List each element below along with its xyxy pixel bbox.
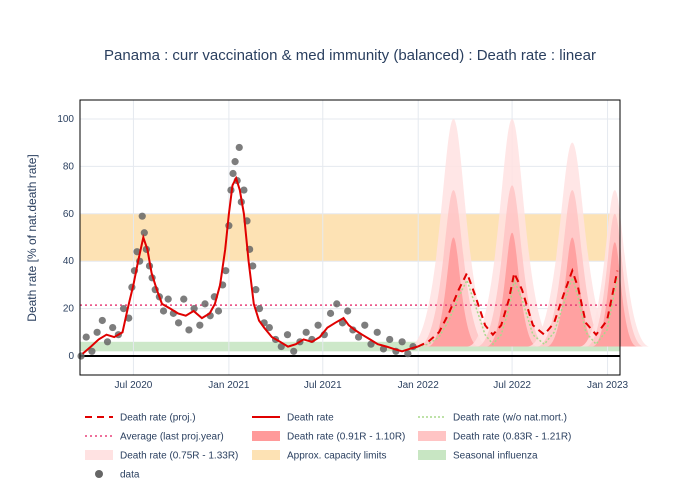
data-point [231, 158, 239, 166]
data-point [367, 340, 375, 348]
legend-item: Death rate (0.91R - 1.10R) [252, 431, 405, 443]
data-point [386, 335, 394, 344]
y-tick-label: 40 [63, 256, 75, 267]
legend-label: Death rate [287, 413, 334, 424]
data-point [249, 262, 257, 270]
band-inner [486, 232, 538, 347]
series-wo-natmort [417, 275, 619, 348]
data-point [361, 321, 369, 329]
legend-item: data [95, 470, 140, 481]
data-point [138, 212, 146, 220]
data-point [302, 328, 310, 336]
plot-area: 0 20 40 60 80 100 Jul 2020 Jan 2021 Jul 2021 Jan … [57, 99, 651, 391]
legend-label: Death rate (w/o nat.mort.) [453, 413, 567, 424]
data-point [265, 323, 273, 332]
x-tick-label: Jul 2022 [493, 380, 531, 391]
data-point [164, 295, 172, 303]
data-point [119, 305, 128, 313]
data-point [326, 309, 335, 317]
y-tick-label: 80 [63, 161, 75, 172]
data-point [190, 305, 198, 313]
x-tick-label: Jan 2021 [208, 380, 250, 391]
legend-item: Death rate (0.75R - 1.33R) [85, 450, 238, 462]
data-point [283, 331, 292, 339]
data-point [333, 300, 341, 308]
data-point [185, 326, 193, 334]
series-death-rate [81, 175, 418, 355]
data-point [404, 350, 412, 358]
legend-item: Death rate [252, 413, 334, 424]
legend-label: Death rate (proj.) [120, 413, 196, 424]
influenza-band [80, 341, 620, 352]
data-point [140, 229, 148, 237]
legend-label: Approx. capacity limits [287, 451, 386, 462]
band-inner [427, 237, 480, 347]
data-point [222, 267, 230, 275]
data-point [159, 307, 168, 315]
y-tick-label: 20 [63, 304, 75, 315]
y-tick-label: 60 [63, 209, 75, 220]
legend-item: Death rate (proj.) [85, 413, 196, 424]
legend-item: Seasonal influenza [418, 450, 538, 462]
legend-label: Death rate (0.91R - 1.10R) [287, 432, 405, 443]
data-point [398, 338, 406, 346]
data-point [314, 321, 322, 329]
legend: Death rate (proj.) Death rate Death rate (… [85, 413, 571, 481]
chart-title: Panama : curr vaccination & med immunity… [104, 47, 596, 64]
series-proj [417, 267, 619, 348]
legend-swatch [252, 450, 280, 460]
legend-label: Death rate (0.83R - 1.21R) [453, 432, 571, 443]
legend-item: Death rate (0.83R - 1.21R) [418, 431, 571, 443]
data-point [77, 352, 85, 360]
data-point [229, 169, 237, 178]
y-tick-label: 0 [68, 351, 74, 362]
data-point [88, 347, 96, 355]
y-axis-label: Death rate [% of nat.death rate] [25, 154, 39, 321]
legend-item: Death rate (w/o nat.mort.) [418, 413, 567, 424]
data-point [344, 307, 352, 315]
legend-swatch [418, 450, 446, 460]
legend-label: Seasonal influenza [453, 451, 538, 462]
y-tick-label: 100 [57, 114, 74, 125]
band-inner [546, 237, 598, 347]
data-point [277, 342, 285, 351]
x-tick-label: Jul 2020 [115, 380, 153, 391]
legend-label: Death rate (0.75R - 1.33R) [120, 451, 238, 462]
data-point [338, 319, 347, 327]
data-point [174, 319, 183, 327]
data-point [103, 338, 112, 346]
data-point [109, 323, 117, 332]
data-point [98, 316, 106, 325]
data-point [180, 295, 188, 303]
legend-swatch [418, 431, 446, 441]
data-point [235, 143, 243, 152]
data-point [354, 333, 363, 341]
data-point [240, 186, 248, 194]
capacity-band [80, 213, 620, 262]
x-tick-label: Jul 2021 [304, 380, 342, 391]
x-tick-label: Jan 2023 [587, 380, 629, 391]
data-point [82, 333, 90, 341]
legend-item: Average (last proj.year) [85, 432, 224, 443]
legend-label: data [120, 470, 140, 481]
data-point [255, 305, 264, 313]
data-point [252, 286, 260, 294]
legend-label: Average (last proj.year) [120, 432, 224, 443]
data-point [196, 321, 204, 329]
legend-swatch [85, 450, 113, 460]
plot-frame [79, 99, 621, 376]
x-tick-label: Jan 2022 [398, 380, 440, 391]
legend-swatch [252, 431, 280, 441]
data-point [214, 307, 223, 315]
legend-swatch [95, 470, 103, 478]
legend-item: Approx. capacity limits [252, 450, 386, 462]
data-point [373, 328, 381, 336]
data-point [93, 328, 101, 336]
data-point [290, 347, 298, 355]
data-point [201, 300, 209, 308]
